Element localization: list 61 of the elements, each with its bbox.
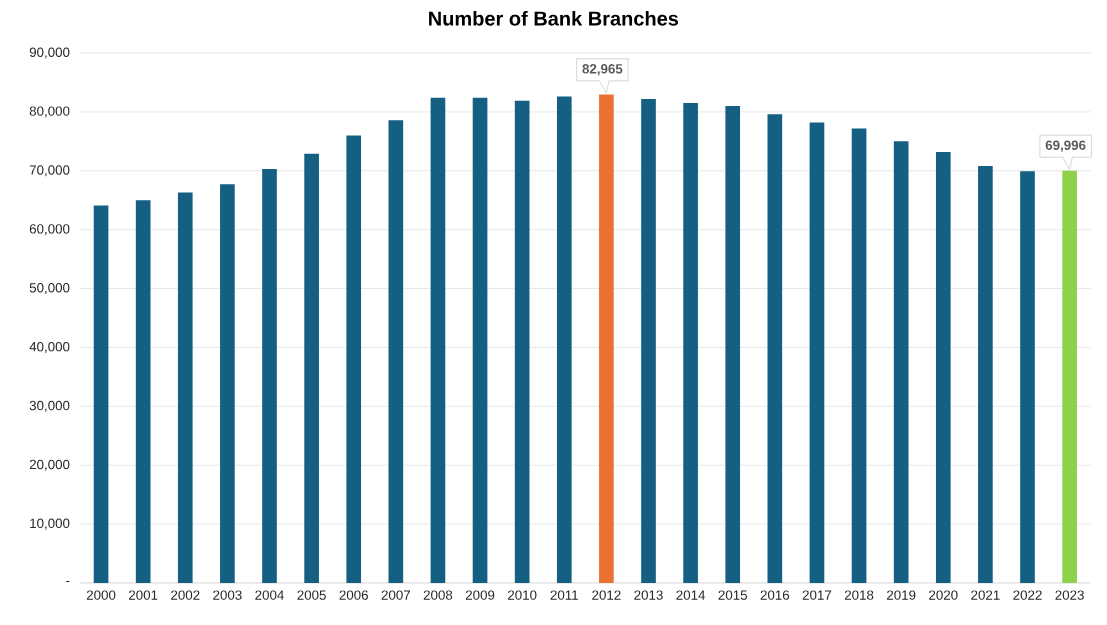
bar	[304, 153, 319, 583]
bar	[93, 205, 109, 583]
bar	[599, 94, 614, 583]
y-tick-label: -	[66, 580, 70, 582]
y-tick-label: 30,000	[29, 400, 70, 412]
bar	[725, 105, 741, 583]
y-tick-label: 20,000	[29, 459, 70, 471]
x-tick-label: 2010	[508, 590, 537, 600]
y-tick-label: 70,000	[29, 165, 70, 177]
x-tick-label: 2020	[929, 590, 958, 600]
x-tick-label: 2004	[255, 590, 284, 600]
bar	[262, 169, 277, 583]
chart-title: Number of Bank Branches	[429, 10, 679, 26]
data-label: 69,996	[1045, 140, 1086, 152]
bar	[556, 96, 572, 583]
bar	[177, 192, 193, 583]
data-label: 82,965	[582, 64, 623, 76]
x-tick-label: 2007	[381, 590, 410, 600]
x-tick-label: 2002	[171, 590, 200, 600]
y-tick-label: 80,000	[29, 106, 70, 118]
x-tick-label: 2005	[297, 590, 326, 600]
x-tick-label: 2009	[465, 590, 495, 600]
bar	[135, 200, 151, 583]
bar	[388, 120, 404, 583]
bar	[851, 128, 867, 583]
bar	[935, 151, 951, 583]
bar	[893, 141, 909, 583]
y-tick-label: 90,000	[29, 47, 70, 59]
x-tick-label: 2021	[971, 590, 1000, 600]
x-tick-label: 2019	[887, 590, 916, 600]
y-tick-label: 60,000	[29, 224, 70, 236]
x-tick-label: 2003	[213, 590, 242, 600]
bar	[809, 122, 825, 583]
x-tick-label: 2017	[802, 590, 832, 600]
x-tick-label: 2012	[592, 590, 621, 600]
y-tick-label: 10,000	[30, 518, 70, 530]
bar	[683, 103, 698, 583]
x-tick-label: 2011	[550, 590, 578, 600]
bar	[514, 100, 530, 583]
x-tick-label: 2022	[1013, 590, 1042, 600]
bar	[346, 135, 362, 583]
y-tick-label: 40,000	[29, 341, 70, 353]
x-tick-label: 2023	[1055, 590, 1084, 600]
bar	[641, 98, 656, 583]
bar	[430, 97, 446, 583]
bar	[220, 184, 235, 583]
x-tick-label: 2015	[718, 590, 747, 600]
y-tick-label: 50,000	[29, 283, 70, 295]
bar	[1020, 171, 1035, 583]
bar	[978, 166, 993, 583]
x-tick-label: 2001	[129, 590, 158, 600]
x-tick-label: 2000	[86, 590, 116, 600]
x-tick-label: 2014	[676, 590, 706, 600]
x-tick-label: 2016	[760, 590, 790, 600]
x-tick-label: 2008	[423, 590, 453, 600]
bar	[472, 97, 488, 583]
x-tick-label: 2013	[634, 590, 663, 600]
x-tick-label: 2018	[844, 590, 874, 600]
bar	[767, 114, 783, 583]
x-tick-label: 2006	[339, 590, 368, 600]
bar	[1062, 170, 1077, 583]
